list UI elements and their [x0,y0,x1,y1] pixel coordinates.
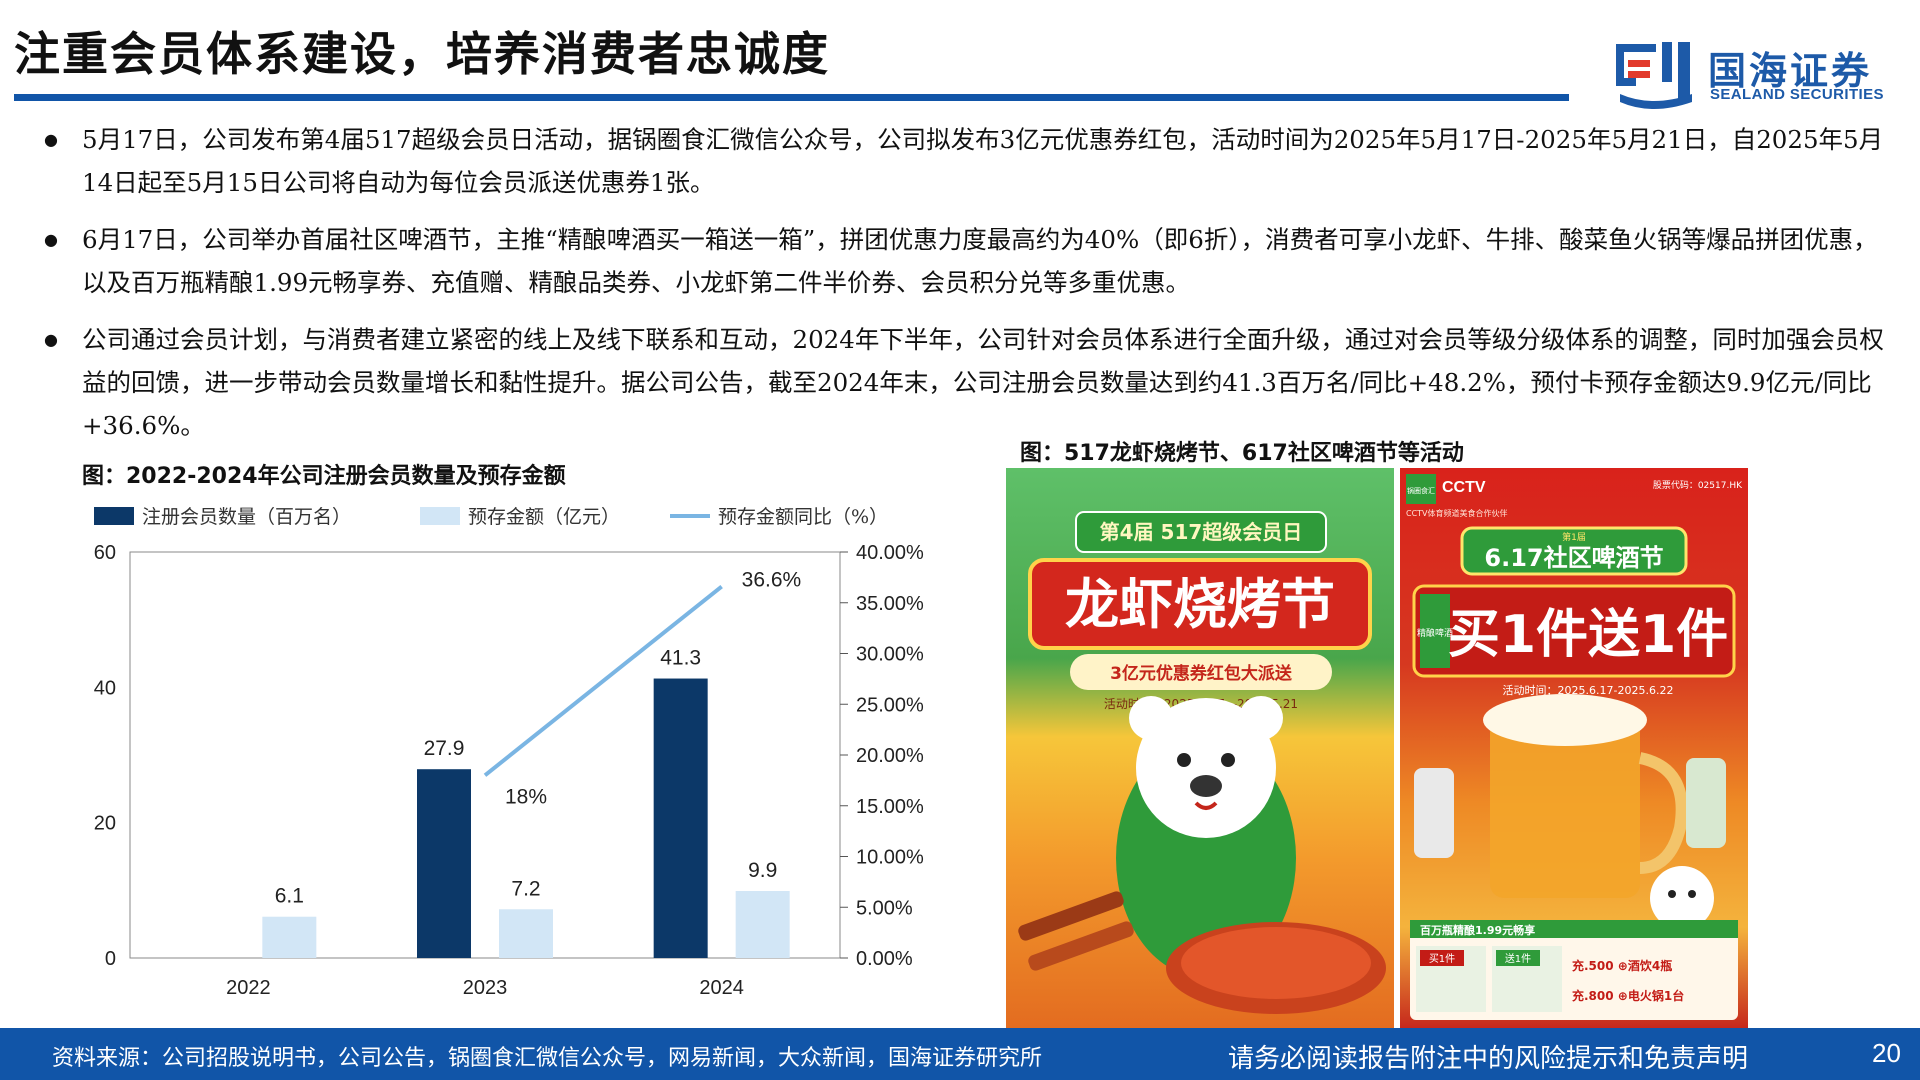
sealand-logo-icon [1616,42,1692,109]
poster-right-cctv-sub: CCTV体育频道美食合作伙伴 [1406,508,1508,518]
plot-frame [129,551,841,959]
poster-right-get: 送1件 [1505,952,1531,965]
y-tick-label: 60 [94,542,116,564]
poster-right-stock: 股票代码：02517.HK [1653,480,1743,491]
poster-right-headline: 买1件送1件 [1448,605,1728,665]
y-tick-label: 40 [94,677,116,699]
data-label: 36.6% [742,569,802,592]
y-tick-label: 20 [94,813,116,835]
legend-label: 注册会员数量（百万名） [142,506,351,528]
bullet-item: 5月17日，公司发布第4届517超级会员日活动，据锅圈食汇微信公众号，公司拟发布… [36,118,1896,204]
poster-left-sub: 3亿元优惠券红包大派送 [1110,663,1293,684]
poster-right-offer1: 充.500 ⊕酒饮4瓶 [1572,958,1672,973]
image-title: 图：517龙虾烧烤节、617社区啤酒节等活动 [1020,441,1464,466]
y2-tick-label: 15.00% [856,796,924,818]
beer-festival-poster: 锅圈食汇 CCTV CCTV体育频道美食合作伙伴 股票代码：02517.HK 第… [1400,468,1748,1028]
poster-right-side-tag: 精酿啤酒 [1417,627,1453,639]
bar [499,909,553,958]
data-label: 6.1 [275,885,304,908]
footer-source: 资料来源：公司招股说明书，公司公告，锅圈食汇微信公众号，网易新闻，大众新闻，国海… [52,1046,1043,1071]
member-chart: 注册会员数量（百万名） 预存金额（亿元） 预存金额同比（%） 0 20 40 60 0.00%… [94,506,924,999]
bullet-item: 6月17日，公司举办首届社区啤酒节，主推“精酿啤酒买一箱送一箱”，拼团优惠力度最… [36,218,1896,304]
beer-mug-icon [1483,694,1688,898]
y-tick-label: 0 [105,948,116,970]
poster-right-small: 第1届 [1562,531,1586,543]
data-label: 18% [505,785,547,808]
y2-tick-label: 20.00% [856,745,924,767]
poster-right-brand: 锅圈食汇 [1407,486,1435,495]
chart-title: 图：2022-2024年公司注册会员数量及预存金额 [82,464,566,489]
legend-label: 预存金额同比（%） [718,506,888,528]
footer-bar [0,1028,1920,1080]
poster-right-banner: 6.17社区啤酒节 [1484,544,1663,572]
beer-cans-icon [1414,758,1726,858]
poster-left-headline: 龙虾烧烤节 [1065,573,1335,636]
data-label: 7.2 [511,877,540,900]
bar [735,891,790,958]
y2-tick-label: 30.00% [856,644,924,666]
bar [417,769,471,958]
x-tick-label: 2022 [226,977,270,999]
y2-tick-label: 35.00% [856,593,924,615]
data-label: 41.3 [660,647,701,670]
crayfish-plate-icon [1166,922,1386,1014]
poster-right-date: 活动时间：2025.6.17-2025.6.22 [1503,684,1674,697]
poster-right-buy: 买1件 [1429,953,1455,965]
title-divider [14,94,1569,101]
y2-tick-label: 0.00% [856,948,913,970]
bullet-list: 5月17日，公司发布第4届517超级会员日活动，据锅圈食汇微信公众号，公司拟发布… [36,118,1896,461]
y2-tick-label: 5.00% [856,897,913,919]
poster-right-strip: 百万瓶精酿1.99元畅享 [1420,923,1535,937]
skewers-icon [1018,891,1134,971]
y2-tick-label: 25.00% [856,694,924,716]
page-number: 20 [1872,1038,1901,1068]
bar [653,678,708,958]
x-tick-label: 2023 [463,977,508,999]
y2-tick-label: 10.00% [856,847,924,869]
page-title: 注重会员体系建设，培养消费者忠诚度 [14,27,830,81]
poster-left-banner: 第4届 517超级会员日 [1100,520,1303,544]
series-line [483,584,723,777]
data-label: 27.9 [424,737,465,760]
company-logo: 国海证券 SEALAND SECURITIES [1612,38,1912,110]
y2-tick-label: 40.00% [856,542,924,564]
poster-right-offer2: 充.800 ⊕电火锅1台 [1572,988,1684,1003]
legend-label: 预存金额（亿元） [468,506,620,528]
footer-disclaimer: 请务必阅读报告附注中的风险提示和免责声明 [1228,1044,1749,1074]
poster-right-cctv: CCTV [1442,479,1486,496]
crayfish-bbq-poster: 第4届 517超级会员日 龙虾烧烤节 3亿元优惠券红包大派送 活动时间：2025… [1006,468,1394,1028]
x-tick-label: 2024 [699,977,744,999]
data-label: 9.9 [748,859,777,882]
bullet-item: 公司通过会员计划，与消费者建立紧密的线上及线下联系和互动，2024年下半年，公司… [36,318,1896,447]
logo-chinese-name: 国海证券 [1708,49,1873,93]
mascot-bear-icon [1116,696,1296,978]
logo-english-name: SEALAND SECURITIES [1710,86,1884,103]
legend-swatch [94,507,134,525]
mascot-bear-icon [1650,866,1714,930]
bar [262,916,317,958]
legend-swatch [420,507,460,525]
